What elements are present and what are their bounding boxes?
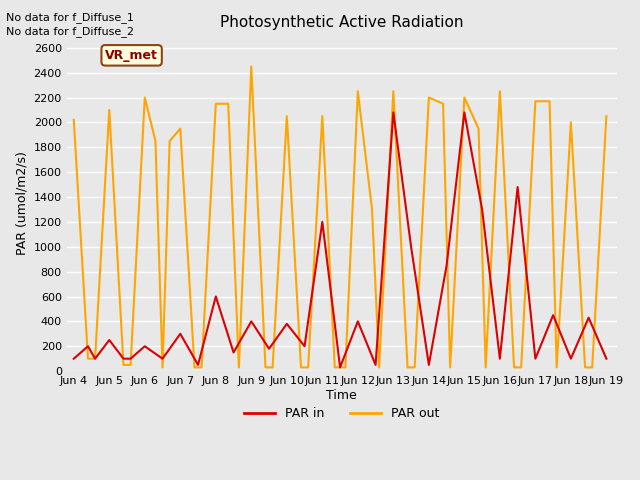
Title: Photosynthetic Active Radiation: Photosynthetic Active Radiation [220, 15, 463, 30]
Y-axis label: PAR (umol/m2/s): PAR (umol/m2/s) [15, 151, 28, 255]
X-axis label: Time: Time [326, 389, 357, 402]
Text: VR_met: VR_met [105, 49, 158, 62]
Text: No data for f_Diffuse_2: No data for f_Diffuse_2 [6, 26, 134, 37]
Legend: PAR in, PAR out: PAR in, PAR out [239, 402, 444, 425]
Text: No data for f_Diffuse_1: No data for f_Diffuse_1 [6, 12, 134, 23]
